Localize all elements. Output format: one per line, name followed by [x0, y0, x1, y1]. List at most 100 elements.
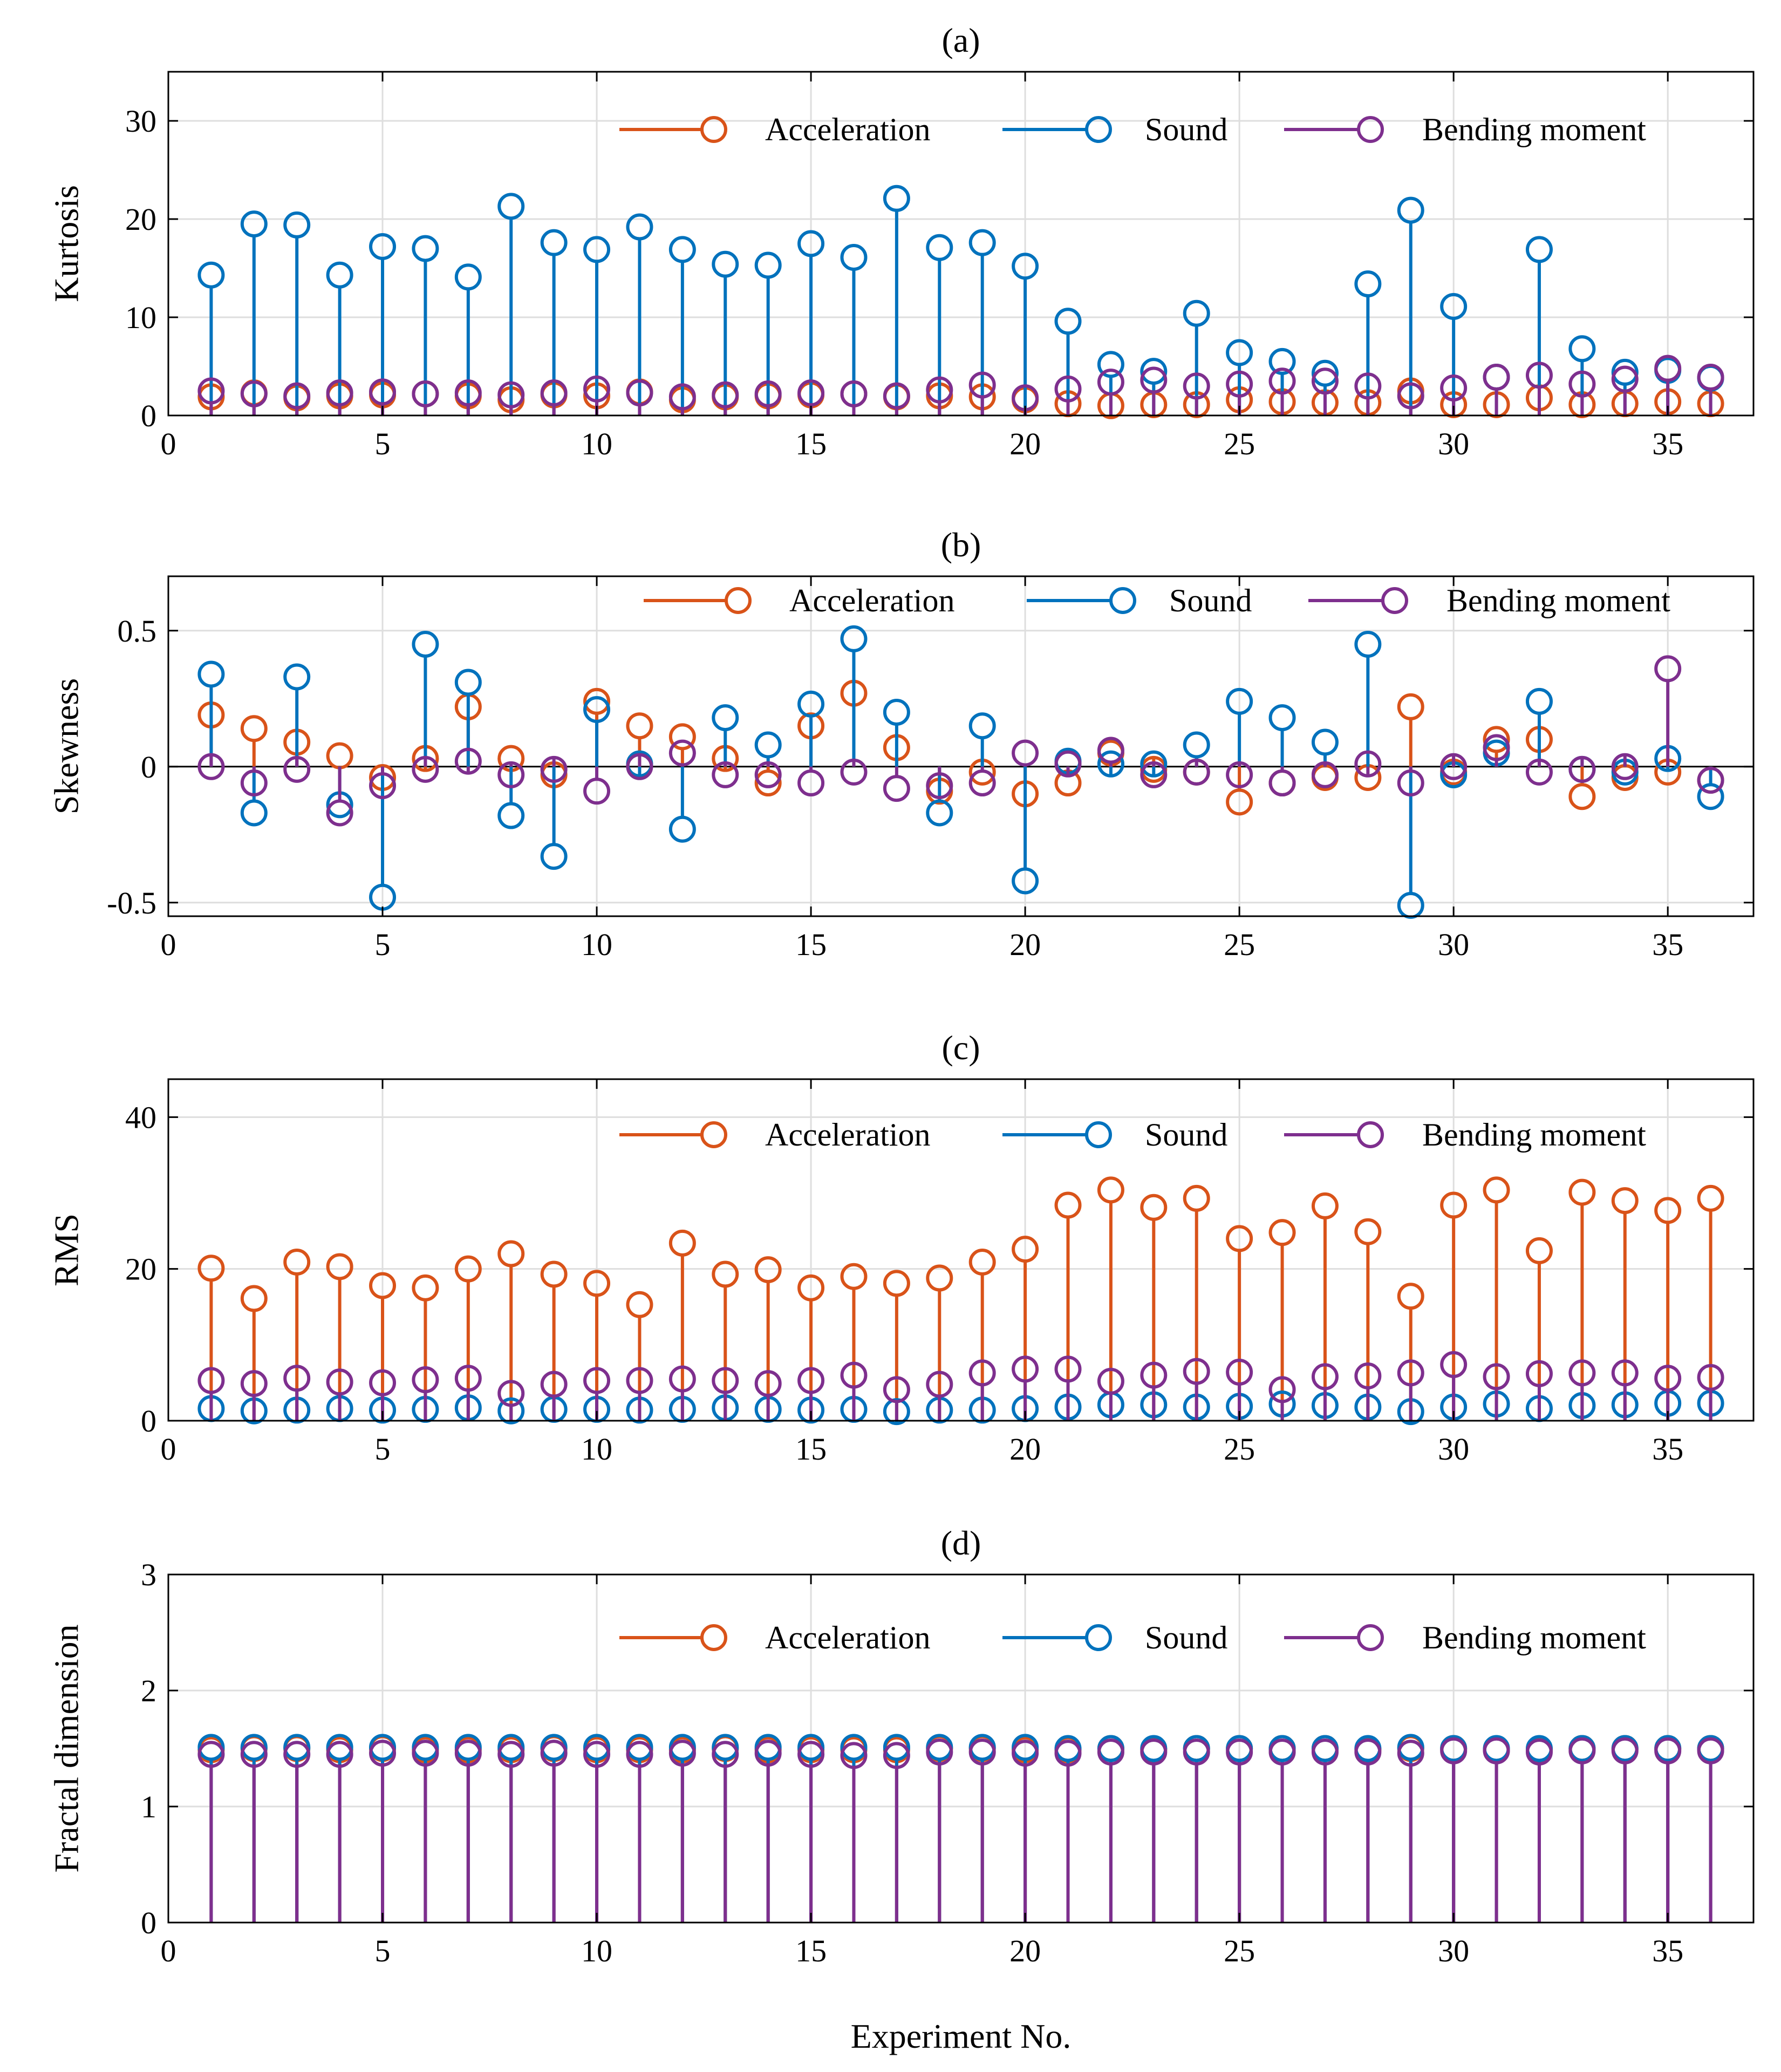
data-point-marker [197, 261, 225, 289]
data-point-marker [1183, 1184, 1210, 1212]
legend-label: Sound [1145, 1117, 1227, 1153]
data-point-marker [540, 755, 568, 783]
legend-item: Sound [1027, 583, 1252, 618]
data-point-marker [454, 263, 482, 291]
data-point-marker [1140, 761, 1168, 788]
data-point-marker [1012, 1236, 1039, 1263]
legend-label: Acceleration [789, 583, 954, 618]
data-point-marker [754, 731, 782, 759]
data-point-marker [668, 739, 696, 767]
x-tick-label: 10 [581, 1432, 612, 1467]
x-tick-label: 10 [581, 426, 612, 461]
data-point-marker [1054, 750, 1082, 778]
axes-box [167, 1573, 1755, 1924]
x-tick-label: 15 [795, 1432, 827, 1467]
data-point-marker [583, 696, 611, 723]
panel-c: 0 5 10 15 20 25 30 35 0 20 40 (c) RMS Acceleration Sou… [47, 1028, 1755, 1467]
data-point-marker [626, 1734, 653, 1761]
data-point-marker [754, 769, 782, 797]
data-point-marker [540, 379, 568, 407]
y-axis-label: RMS [47, 1214, 86, 1286]
data-point-marker [240, 1285, 268, 1312]
data-point-marker [1568, 370, 1596, 398]
legend-label: Sound [1145, 1620, 1227, 1655]
data-point-marker [326, 1741, 353, 1768]
y-tick-label: 0 [141, 1403, 156, 1439]
data-point-marker [1012, 739, 1039, 767]
data-point-marker [754, 251, 782, 279]
data-point-marker [1354, 631, 1382, 658]
data-point-marker [583, 1741, 611, 1768]
legend: Acceleration Sound Bending moment [644, 583, 1670, 618]
data-point-marker [1311, 1363, 1339, 1391]
y-axis-label: Fractal dimension [47, 1624, 86, 1872]
data-point-marker [326, 379, 353, 407]
data-point-marker [240, 1734, 268, 1761]
y-axis-label: Skewness [47, 678, 86, 814]
data-point-marker [1012, 1355, 1039, 1383]
x-tick-label: 20 [1009, 426, 1041, 461]
data-point-marker [1483, 734, 1510, 761]
data-point-marker [1226, 1738, 1253, 1766]
data-point-marker [1483, 1176, 1510, 1204]
data-point-marker [626, 753, 653, 780]
legend-label: Bending moment [1446, 583, 1670, 618]
data-point-marker [797, 690, 825, 718]
data-point-marker [1525, 236, 1553, 263]
data-point-marker [1268, 1219, 1296, 1246]
data-point-marker [583, 375, 611, 403]
data-point-marker [412, 235, 439, 262]
data-point-marker [326, 1253, 353, 1280]
data-point-marker [797, 379, 825, 407]
data-point-marker [283, 1734, 311, 1761]
data-point-marker [926, 1371, 953, 1398]
x-tick-label: 5 [375, 426, 391, 461]
data-point-marker [412, 380, 439, 407]
data-point-marker [412, 1366, 439, 1394]
axes-box [167, 71, 1755, 417]
data-point-marker [968, 229, 996, 256]
x-axis-label: Experiment No. [851, 2017, 1072, 2055]
y-tick-label: 0.5 [118, 614, 157, 649]
data-point-marker [197, 1741, 225, 1768]
legend-swatch-marker [1357, 116, 1384, 143]
data-point-marker [1311, 1192, 1339, 1219]
data-point-marker [412, 631, 439, 658]
y-tick-label: 10 [125, 300, 156, 335]
data-point-marker [1483, 364, 1510, 391]
data-point-marker [1097, 1176, 1124, 1204]
data-point-marker [1183, 372, 1210, 400]
data-point-marker [754, 1740, 782, 1767]
data-point-marker [668, 383, 696, 411]
data-point-marker [797, 769, 825, 797]
legend-label: Acceleration [765, 1117, 930, 1153]
y-tick-label: 30 [125, 104, 156, 139]
data-point-marker [1568, 755, 1596, 783]
data-point-marker [797, 1741, 825, 1768]
legend-label: Sound [1145, 112, 1227, 147]
data-point-marker [1397, 1359, 1424, 1387]
data-point-marker [454, 379, 482, 407]
data-point-marker [1440, 374, 1468, 402]
data-point-marker [1097, 1367, 1124, 1395]
data-point-marker [1654, 1737, 1682, 1764]
data-point-marker [197, 1734, 225, 1761]
data-point-marker [1697, 767, 1724, 794]
data-point-marker [1311, 728, 1339, 756]
data-point-marker [1525, 1237, 1553, 1264]
data-point-marker [283, 755, 311, 783]
data-point-marker [712, 704, 739, 732]
data-point-marker [1397, 382, 1424, 410]
data-point-marker [840, 1742, 868, 1769]
legend-swatch-marker [725, 587, 752, 614]
legend-label: Acceleration [765, 112, 930, 147]
data-point-marker [1226, 339, 1253, 366]
data-point-marker [883, 1376, 910, 1403]
data-point-marker [926, 1738, 953, 1766]
data-point-marker [1054, 1740, 1082, 1767]
legend-item: Bending moment [1284, 1117, 1646, 1153]
data-point-marker [1140, 1738, 1168, 1766]
data-point-marker [240, 210, 268, 238]
x-tick-label: 10 [581, 1933, 612, 1968]
data-point-marker [797, 1367, 825, 1394]
